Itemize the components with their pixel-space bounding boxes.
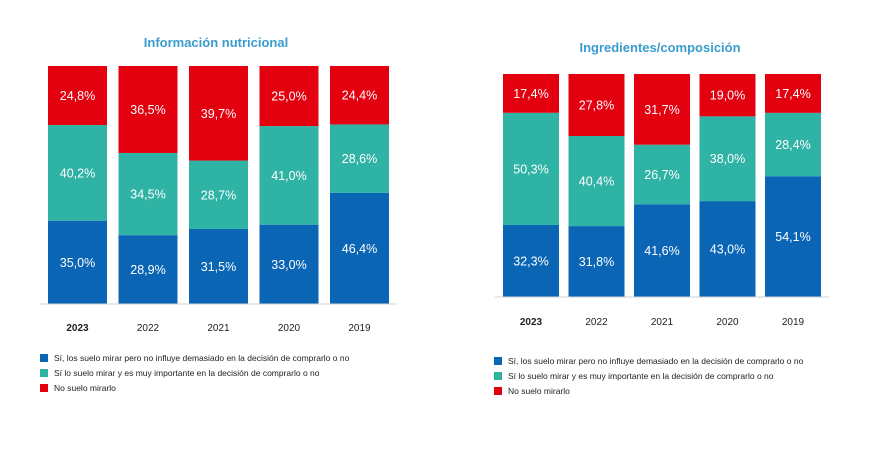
data-label: 28,7% <box>201 188 236 202</box>
bar-segment <box>330 192 389 304</box>
data-label: 19,0% <box>710 89 745 103</box>
bar-segment <box>330 66 389 125</box>
legend-label: Sí lo suelo mirar y es muy importante en… <box>508 370 774 381</box>
bar-segment <box>118 235 178 304</box>
data-label: 27,8% <box>579 98 614 112</box>
x-tick-label: 2022 <box>137 323 160 334</box>
data-label: 28,9% <box>130 263 165 277</box>
legend-label: Sí, los suelo mirar pero no influye dema… <box>54 352 350 363</box>
x-tick-label: 2023 <box>66 323 89 334</box>
bar-segment <box>699 201 756 297</box>
bar-segment <box>259 126 319 225</box>
legend-swatch <box>494 371 502 380</box>
x-tick-label: 2019 <box>782 317 805 328</box>
chart-title: Información nutricional <box>143 35 289 50</box>
bar-segment <box>48 220 107 304</box>
legend-swatch <box>40 383 48 392</box>
data-label: 38,0% <box>710 152 745 166</box>
bar-segment <box>189 228 248 304</box>
data-label: 28,6% <box>342 152 377 166</box>
legend-swatch <box>494 356 502 365</box>
data-label: 31,5% <box>201 260 236 274</box>
bar-segment <box>189 160 248 229</box>
data-label: 31,7% <box>644 103 679 117</box>
data-label: 24,8% <box>60 89 95 103</box>
bar-segment <box>634 74 690 145</box>
data-label: 36,5% <box>130 103 165 117</box>
data-label: 39,7% <box>201 107 236 121</box>
legend-item: Sí lo suelo mirar y es muy importante en… <box>40 365 349 380</box>
data-label: 31,8% <box>579 255 614 269</box>
x-tick-label: 2020 <box>278 323 301 334</box>
bar-segment <box>118 152 178 236</box>
data-label: 54,1% <box>775 230 810 244</box>
data-label: 34,5% <box>130 188 165 202</box>
data-label: 46,4% <box>342 242 377 256</box>
legend: Sí, los suelo mirar pero no influye dema… <box>494 353 803 398</box>
bar-segment <box>48 66 107 126</box>
bar-segment <box>699 74 756 117</box>
data-label: 17,4% <box>775 87 810 101</box>
chart-title: Ingredientes/composición <box>579 40 741 55</box>
data-label: 33,0% <box>271 258 306 272</box>
data-label: 35,0% <box>60 256 95 270</box>
bar-segment <box>503 74 559 113</box>
bar-segment <box>568 74 625 136</box>
x-tick-label: 2021 <box>207 323 230 334</box>
data-label: 41,0% <box>271 169 306 183</box>
bar-segment <box>568 135 625 227</box>
data-label: 26,7% <box>644 168 679 182</box>
bar-segment <box>189 66 248 161</box>
legend-label: No suelo mirarlo <box>508 385 570 396</box>
legend-item: No suelo mirarlo <box>494 383 803 398</box>
legend-item: No suelo mirarlo <box>40 380 349 395</box>
data-label: 41,6% <box>644 244 679 258</box>
data-label: 32,3% <box>513 254 548 268</box>
legend-item: Sí lo suelo mirar y es muy importante en… <box>494 368 803 383</box>
data-label: 17,4% <box>513 87 548 101</box>
data-label: 28,4% <box>775 138 810 152</box>
legend-swatch <box>40 353 48 362</box>
bar-segment <box>765 74 821 113</box>
bar-segment <box>259 224 319 304</box>
legend-swatch <box>494 386 502 395</box>
bar-segment <box>330 124 389 193</box>
bar-segment <box>48 125 107 221</box>
legend: Sí, los suelo mirar pero no influye dema… <box>40 350 349 395</box>
data-label: 40,2% <box>60 166 95 180</box>
data-label: 50,3% <box>513 162 548 176</box>
x-tick-label: 2022 <box>585 317 608 328</box>
bar-segment <box>765 112 821 177</box>
bar-segment <box>634 144 690 205</box>
legend-item: Sí, los suelo mirar pero no influye dema… <box>494 353 803 368</box>
legend-item: Sí, los suelo mirar pero no influye dema… <box>40 350 349 365</box>
bar-segment <box>118 66 178 153</box>
x-tick-label: 2021 <box>651 317 674 328</box>
legend-swatch <box>40 368 48 377</box>
bar-segment <box>259 66 319 127</box>
data-label: 43,0% <box>710 243 745 257</box>
legend-label: No suelo mirarlo <box>54 382 116 393</box>
x-tick-label: 2019 <box>348 323 371 334</box>
legend-label: Sí lo suelo mirar y es muy importante en… <box>54 367 320 378</box>
bar-segment <box>503 224 559 297</box>
bar-segment <box>699 116 756 202</box>
bar-segment <box>503 112 559 225</box>
data-label: 24,4% <box>342 89 377 103</box>
x-tick-label: 2020 <box>716 317 739 328</box>
data-label: 25,0% <box>271 90 306 104</box>
bar-segment <box>568 226 625 297</box>
bar-segment <box>634 204 690 297</box>
bar-segment <box>765 176 821 297</box>
data-label: 40,4% <box>579 175 614 189</box>
legend-label: Sí, los suelo mirar pero no influye dema… <box>508 355 804 366</box>
x-tick-label: 2023 <box>520 317 543 328</box>
